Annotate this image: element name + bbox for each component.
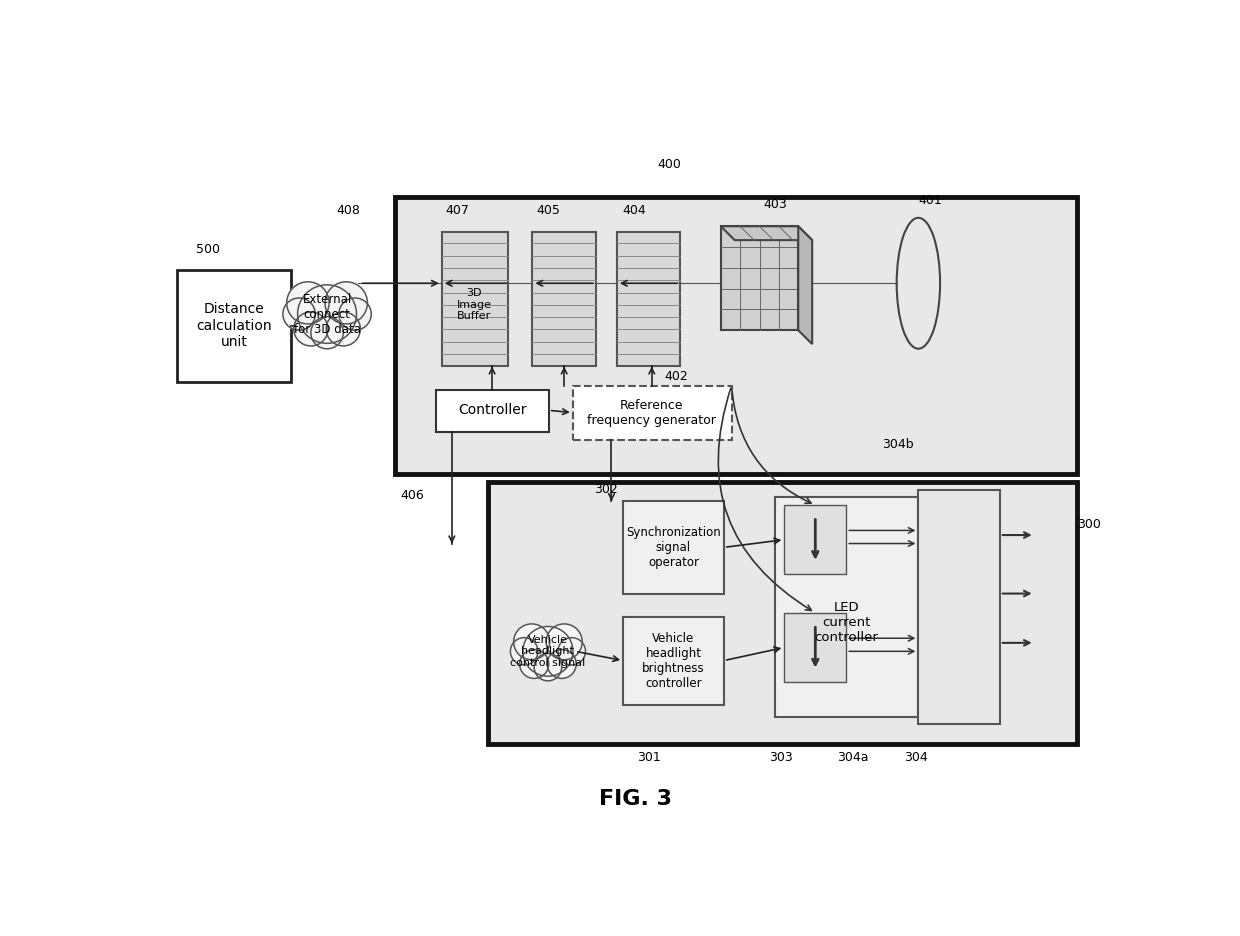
Polygon shape (799, 227, 812, 344)
Text: Reference
frequency generator: Reference frequency generator (588, 399, 717, 427)
Circle shape (326, 312, 361, 346)
Circle shape (311, 316, 343, 349)
Text: External
connect
for 3D data: External connect for 3D data (294, 293, 361, 336)
Text: 304b: 304b (882, 438, 914, 451)
Text: Synchronization
signal
operator: Synchronization signal operator (626, 526, 720, 569)
Circle shape (511, 637, 538, 665)
Circle shape (325, 282, 367, 324)
Text: Vehicle
headlight
control signal: Vehicle headlight control signal (511, 635, 585, 668)
Circle shape (294, 312, 327, 346)
Text: 3D
Image
Buffer: 3D Image Buffer (456, 288, 492, 321)
Text: 301: 301 (637, 751, 661, 764)
Circle shape (286, 282, 329, 324)
Bar (396, 197, 1078, 475)
Circle shape (523, 626, 573, 676)
Text: LED
current
controller: LED current controller (815, 601, 878, 644)
Bar (624, 617, 724, 705)
Bar (436, 389, 549, 431)
Text: 405: 405 (537, 204, 560, 217)
Text: 407: 407 (445, 204, 469, 217)
Text: 403: 403 (763, 198, 787, 212)
Text: 408: 408 (337, 204, 361, 217)
Polygon shape (720, 227, 812, 241)
Bar (775, 497, 919, 717)
Bar (785, 613, 847, 682)
Text: Controller: Controller (458, 403, 526, 417)
Bar (573, 386, 732, 440)
Bar (919, 490, 999, 724)
Bar (624, 501, 724, 593)
Text: 304: 304 (904, 751, 928, 764)
Bar (720, 227, 799, 330)
Bar (785, 505, 847, 575)
Text: 303: 303 (769, 751, 794, 764)
Text: 302: 302 (594, 483, 618, 496)
Circle shape (547, 650, 577, 679)
Text: Vehicle
headlight
brightness
controller: Vehicle headlight brightness controller (642, 632, 704, 690)
Bar (176, 271, 291, 382)
Bar (532, 232, 596, 366)
Bar (441, 232, 507, 366)
Bar (489, 482, 1078, 744)
Text: 401: 401 (918, 195, 942, 208)
Circle shape (339, 298, 371, 330)
Circle shape (298, 285, 357, 344)
Text: 400: 400 (657, 158, 681, 171)
Circle shape (283, 298, 315, 330)
Circle shape (558, 637, 585, 665)
Text: 402: 402 (663, 370, 688, 383)
Circle shape (520, 650, 548, 679)
Circle shape (546, 624, 583, 660)
Text: 500: 500 (196, 242, 219, 256)
Circle shape (513, 624, 549, 660)
Text: 300: 300 (1076, 518, 1101, 531)
Text: FIG. 3: FIG. 3 (599, 789, 672, 809)
Circle shape (534, 653, 562, 680)
Bar (618, 232, 681, 366)
Text: Distance
calculation
unit: Distance calculation unit (196, 302, 272, 349)
Text: 406: 406 (401, 490, 424, 503)
Text: 304a: 304a (837, 751, 868, 764)
Text: 404: 404 (622, 204, 646, 217)
